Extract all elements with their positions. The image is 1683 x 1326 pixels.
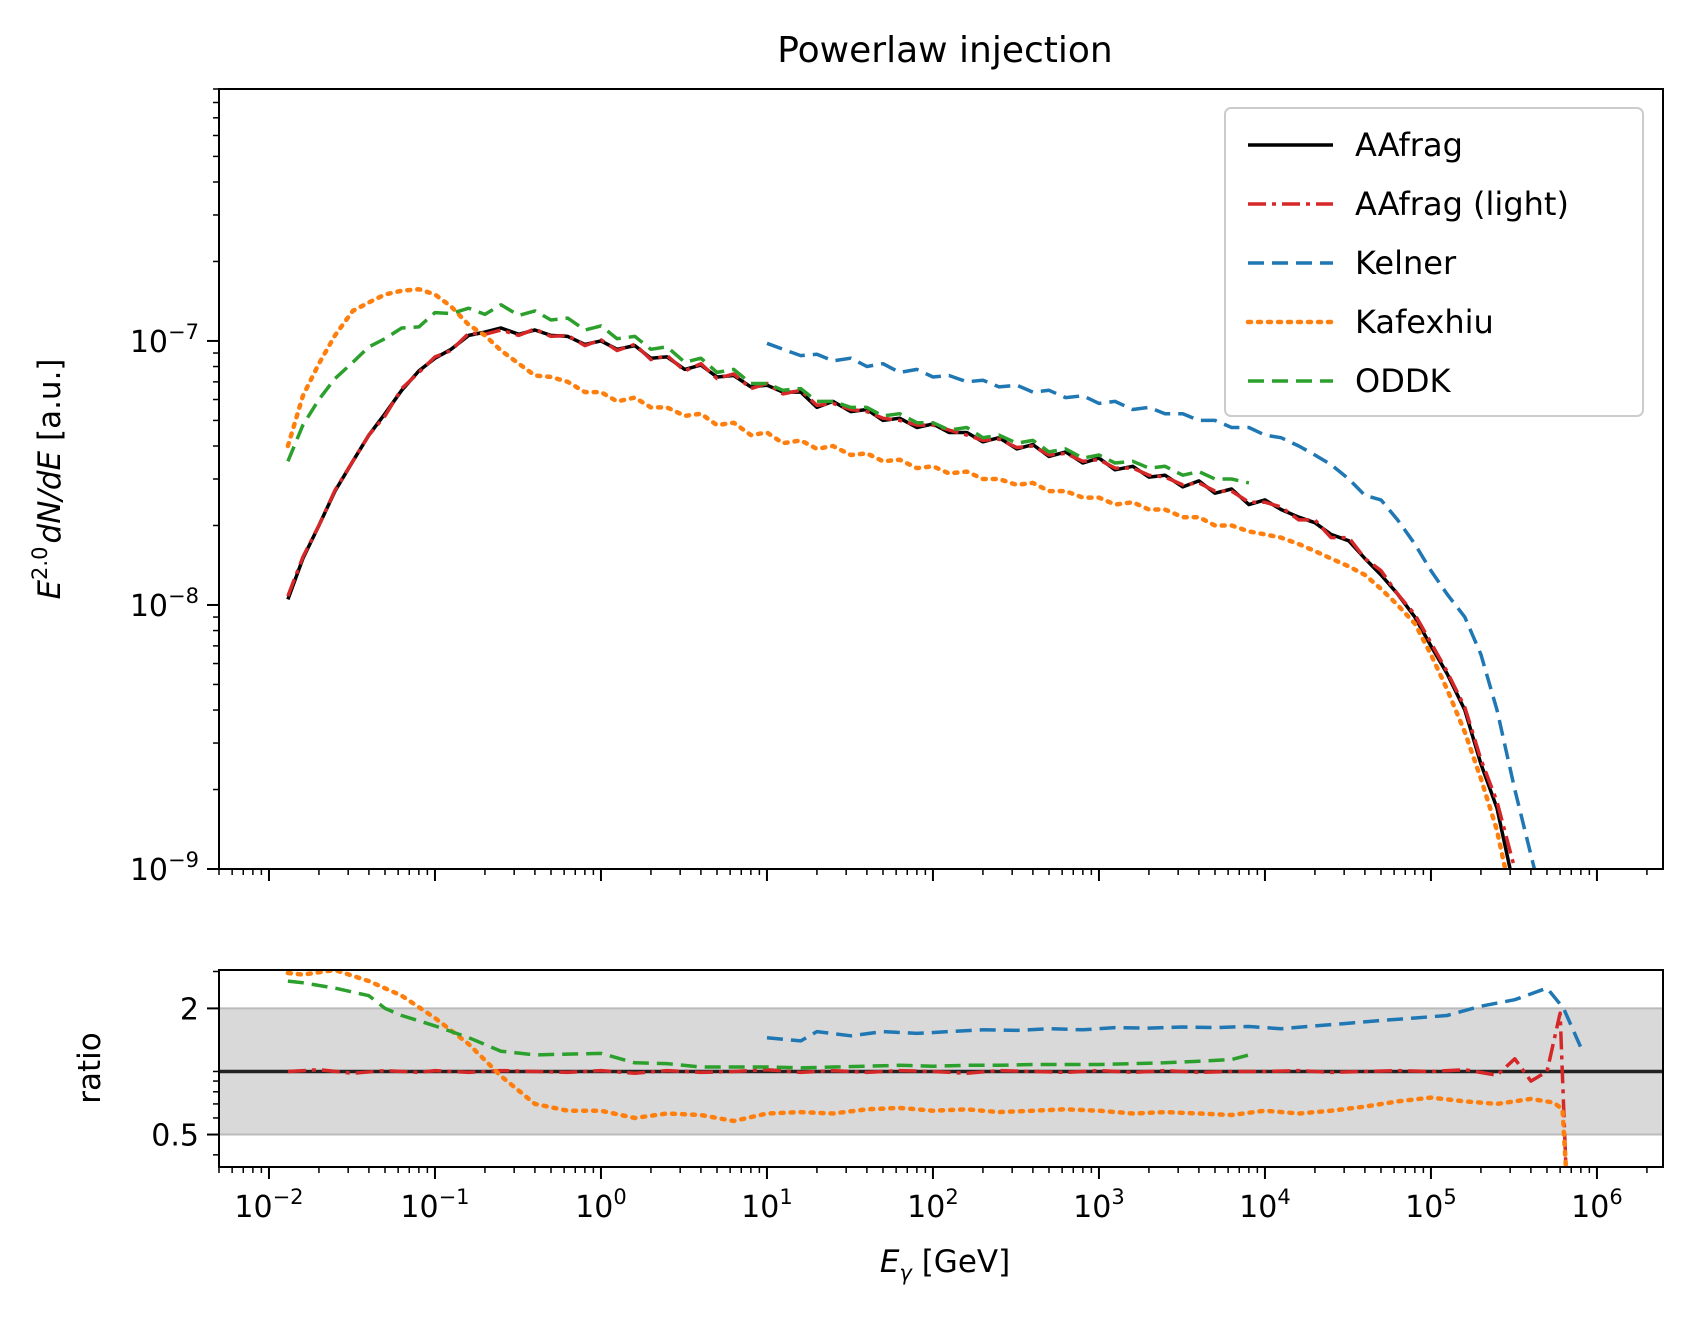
main-plot-frame bbox=[218, 88, 1664, 870]
x-tick-label: 105 bbox=[1405, 1185, 1457, 1225]
legend-label: ODDK bbox=[1355, 362, 1451, 400]
tick-exponent: 3 bbox=[1111, 1185, 1124, 1209]
x-tick-label: 10−1 bbox=[400, 1185, 469, 1225]
tick-exponent: −7 bbox=[168, 320, 199, 344]
tick-base: 10 bbox=[1073, 1190, 1111, 1225]
legend: AAfrag AAfrag (light) Kelner Kafexhiu ODDK bbox=[1224, 107, 1644, 417]
main-series-kafexhiu bbox=[285, 286, 1508, 869]
tick-base: 10 bbox=[130, 853, 168, 888]
chart-title: Powerlaw injection bbox=[777, 30, 1113, 71]
main-series-group bbox=[285, 286, 1537, 869]
x-tick-label: 101 bbox=[741, 1185, 793, 1225]
ratio-series-aafrag-light bbox=[287, 1011, 1568, 1167]
ratio-series-kafexhiu bbox=[285, 970, 1569, 1167]
x-tick-label: 106 bbox=[1571, 1185, 1623, 1225]
tick-exponent: −8 bbox=[168, 584, 199, 608]
ratio-y-tick-labels: 20.5 bbox=[151, 992, 199, 1153]
tick-exponent: −1 bbox=[439, 1185, 470, 1209]
main-y-axis-label: E2.0 dN/dE [a.u.] bbox=[28, 358, 68, 599]
x-tick-label: 10−2 bbox=[234, 1185, 303, 1225]
main-y-tick-label: 10−7 bbox=[130, 320, 199, 360]
tick-exponent: 2 bbox=[945, 1185, 958, 1209]
tick-exponent: 6 bbox=[1609, 1185, 1622, 1209]
tick-base: 10 bbox=[1405, 1190, 1443, 1225]
x-tick-label: 102 bbox=[907, 1185, 959, 1225]
x-axis-label: Eγ [GeV] bbox=[880, 1244, 1010, 1285]
x-axis-label-rest: [GeV] bbox=[912, 1244, 1010, 1280]
ratio-plot-frame bbox=[218, 969, 1664, 1168]
ratio-series-oddk bbox=[287, 979, 1250, 1070]
ratio-y-tick-label: 2 bbox=[180, 992, 199, 1027]
ratio-y-tick-label: 0.5 bbox=[151, 1119, 199, 1154]
ratio-plot-panel: 20.5 10−2 10−1 100 101 102 103 104 105 106 bbox=[151, 969, 1664, 1225]
x-tick-label: 104 bbox=[1239, 1185, 1291, 1225]
tick-base: 10 bbox=[1571, 1190, 1609, 1225]
tick-exponent: 0 bbox=[613, 1185, 626, 1209]
tick-base: 10 bbox=[130, 589, 168, 624]
tick-base: 10 bbox=[575, 1190, 613, 1225]
tick-base: 10 bbox=[130, 325, 168, 360]
main-y-axis-label-rest: dN/dE bbox=[32, 450, 68, 546]
legend-frame bbox=[1224, 107, 1644, 417]
x-tick-label: 103 bbox=[1073, 1185, 1125, 1225]
main-y-axis-label-base: E bbox=[32, 580, 68, 600]
tick-exponent: 4 bbox=[1277, 1185, 1290, 1209]
legend-label: Kafexhiu bbox=[1355, 303, 1494, 341]
main-y-axis-label-units: [a.u.] bbox=[32, 358, 68, 450]
main-y-tick-label: 10−8 bbox=[130, 584, 199, 624]
x-tick-label: 100 bbox=[575, 1185, 627, 1225]
main-series-canvas bbox=[285, 286, 1537, 869]
tick-base: 10 bbox=[907, 1190, 945, 1225]
main-y-tick-label: 10−9 bbox=[130, 848, 199, 888]
tick-base: 10 bbox=[400, 1190, 438, 1225]
tick-exponent: −2 bbox=[273, 1185, 304, 1209]
main-series-oddk bbox=[286, 303, 1250, 485]
main-y-axis-label-exp: 2.0 bbox=[28, 547, 52, 580]
legend-label: AAfrag bbox=[1355, 126, 1463, 164]
tick-exponent: −9 bbox=[168, 848, 199, 872]
ratio-series-group bbox=[219, 970, 1663, 1167]
ratio-series-canvas bbox=[219, 970, 1663, 1167]
tick-exponent: 5 bbox=[1443, 1185, 1456, 1209]
main-series-kelner bbox=[766, 341, 1537, 869]
ratio-y-axis-label: ratio bbox=[72, 1032, 108, 1103]
x-tick-labels: 10−2 10−1 100 101 102 103 104 105 106 bbox=[234, 1185, 1622, 1225]
tick-exponent: 1 bbox=[779, 1185, 792, 1209]
main-series-aafrag bbox=[286, 326, 1512, 869]
main-y-tick-labels: 10−910−810−7 bbox=[130, 320, 199, 888]
main-series-aafrag-light bbox=[286, 327, 1517, 869]
tick-base: 10 bbox=[1239, 1190, 1277, 1225]
x-axis-label-base: E bbox=[880, 1244, 900, 1280]
tick-base: 10 bbox=[741, 1190, 779, 1225]
tick-base: 10 bbox=[234, 1190, 272, 1225]
legend-label: Kelner bbox=[1355, 244, 1457, 282]
legend-items: AAfrag AAfrag (light) Kelner Kafexhiu ODDK bbox=[1245, 126, 1569, 400]
x-axis-label-sub: γ bbox=[899, 1261, 913, 1285]
ratio-series-kelner bbox=[766, 986, 1583, 1049]
legend-label: AAfrag (light) bbox=[1355, 185, 1569, 223]
